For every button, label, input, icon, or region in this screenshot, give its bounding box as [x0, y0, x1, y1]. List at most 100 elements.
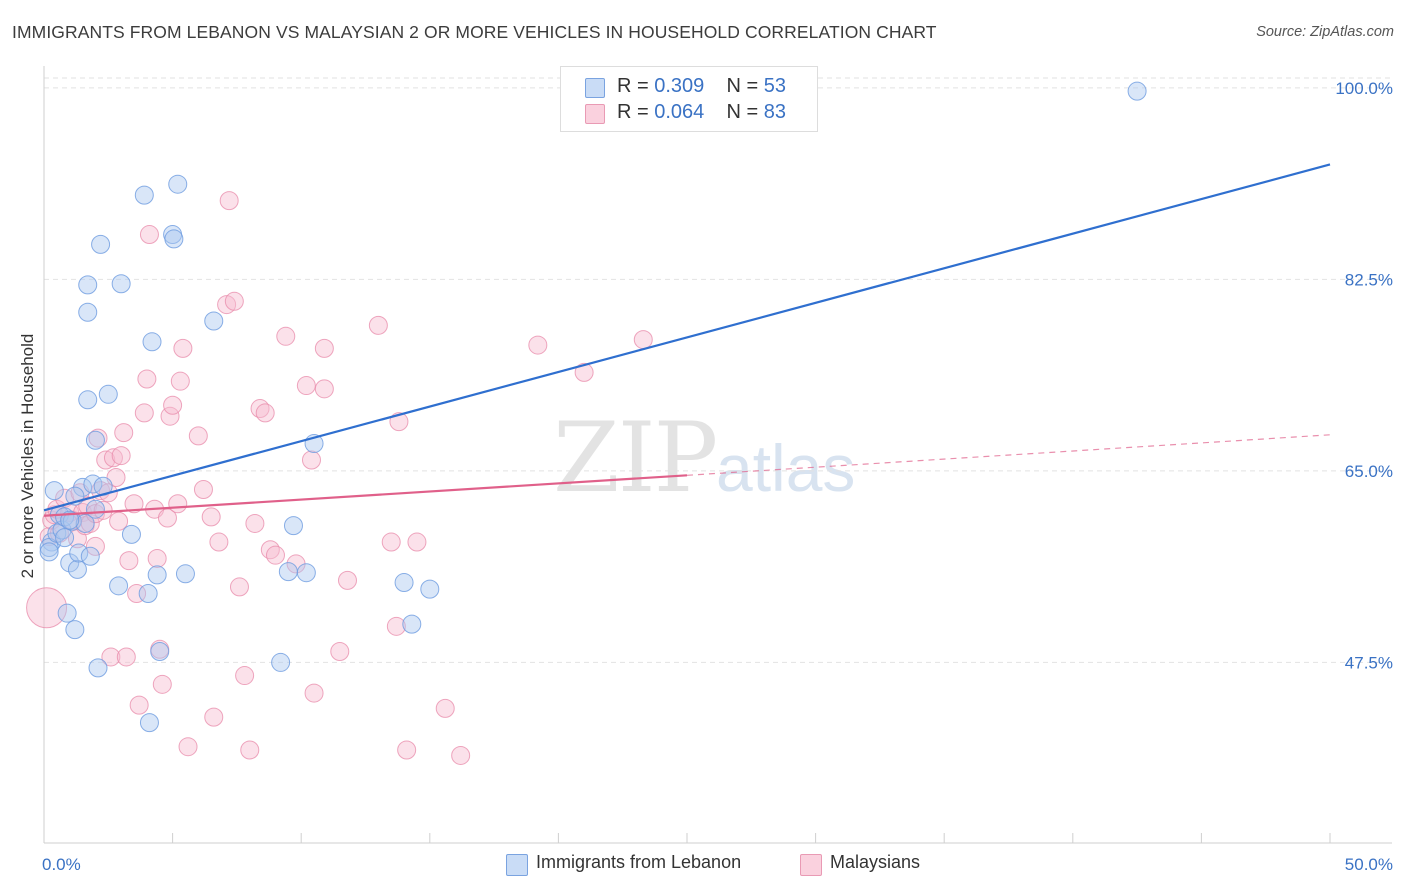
legend-label: Immigrants from Lebanon — [536, 852, 742, 872]
malaysians-point — [193, 480, 213, 500]
y-tick-label: 82.5% — [1345, 270, 1393, 289]
lebanon-point — [85, 499, 105, 519]
malaysians-point — [260, 540, 280, 560]
legend-swatch-blue — [506, 854, 528, 876]
malaysians-point — [201, 507, 221, 527]
lebanon-point — [420, 579, 440, 599]
lebanon-point — [91, 234, 111, 254]
lebanon-point — [44, 481, 64, 501]
malaysians-point — [204, 707, 224, 727]
lebanon-point — [271, 652, 291, 672]
legend-n-label: N = — [726, 75, 764, 97]
malaysians-point — [235, 666, 255, 686]
lebanon-point — [111, 274, 131, 294]
lebanon-point — [121, 524, 141, 544]
malaysians-trend-line — [43, 474, 688, 517]
lebanon-point — [394, 573, 414, 593]
malaysians-point — [160, 406, 180, 426]
chart-title: IMMIGRANTS FROM LEBANON VS MALAYSIAN 2 O… — [12, 22, 937, 42]
malaysians-point — [245, 513, 265, 533]
axes — [43, 66, 1392, 844]
lebanon-point — [150, 641, 170, 661]
correlation-legend: R = 0.309 N = 53 R = 0.064 N = 83 — [560, 66, 818, 132]
source-label: Source: ZipAtlas.com — [1256, 24, 1394, 40]
malaysians-point — [134, 403, 154, 423]
legend-n-label: N = — [726, 101, 764, 123]
malaysians-point — [109, 511, 129, 531]
malaysians-trend-extension — [686, 434, 1331, 476]
lebanon-point — [164, 229, 184, 249]
malaysians-point — [435, 698, 455, 718]
x-tick-label: 0.0% — [42, 855, 81, 874]
malaysians-point — [224, 291, 244, 311]
lebanon-point — [138, 583, 158, 603]
lebanon-point — [57, 603, 77, 623]
malaysians-point — [101, 647, 121, 667]
malaysians-point — [119, 551, 139, 571]
malaysians-point — [88, 428, 108, 448]
lebanon-point — [78, 275, 98, 295]
legend-r-label: R = — [617, 75, 655, 97]
malaysians-point — [386, 616, 406, 636]
malaysians-point — [137, 369, 157, 389]
legend-swatch-pink — [800, 854, 822, 876]
malaysians-point — [152, 674, 172, 694]
malaysians-point — [330, 641, 350, 661]
lebanon-point — [109, 576, 129, 596]
lebanon-point — [67, 559, 87, 579]
tick-labels: 47.5% 65.0% 82.5% 100.0% 0.0% 50.0% — [42, 79, 1393, 874]
lebanon-point — [65, 620, 85, 640]
malaysians-point — [173, 338, 193, 358]
legend-swatch-blue — [585, 78, 605, 98]
lebanon-point — [1127, 81, 1147, 101]
lebanon-point — [204, 311, 224, 331]
malaysians-point — [178, 737, 198, 757]
malaysians-point — [219, 191, 239, 211]
malaysians-points — [26, 191, 653, 765]
lebanon-point — [55, 528, 75, 548]
legend-label: Malaysians — [830, 852, 921, 872]
malaysians-point — [96, 450, 116, 470]
watermark-atlas: atlas — [716, 431, 856, 505]
legend-n-value: 83 — [763, 101, 787, 123]
lebanon-point — [78, 390, 98, 410]
malaysians-point — [368, 315, 388, 335]
malaysians-point — [296, 376, 316, 396]
gridlines — [44, 77, 1392, 663]
malaysians-point — [381, 532, 401, 552]
malaysians-point — [265, 545, 285, 565]
lebanon-point — [175, 564, 195, 584]
lebanon-trend-line — [43, 163, 1331, 512]
lebanon-point — [283, 516, 303, 536]
y-tick-label: 100.0% — [1335, 79, 1393, 98]
malaysians-point — [93, 500, 113, 520]
malaysians-point — [139, 225, 159, 245]
lebanon-point — [39, 542, 59, 562]
malaysians-point — [188, 426, 208, 446]
malaysians-point — [103, 448, 123, 468]
lebanon-point — [88, 658, 108, 678]
y-axis-label: 2 or more Vehicles in Household — [18, 333, 37, 579]
malaysians-point — [147, 548, 167, 568]
lebanon-point — [98, 384, 118, 404]
lebanon-point — [142, 332, 162, 352]
malaysians-point — [85, 536, 105, 556]
malaysians-point — [337, 570, 357, 590]
legend-swatch-pink — [585, 104, 605, 124]
malaysians-point — [633, 330, 653, 350]
lebanon-point — [80, 546, 100, 566]
legend-r-label: R = — [617, 101, 655, 123]
malaysians-point — [163, 395, 183, 415]
malaysians-point — [314, 338, 334, 358]
x-tick-label: 50.0% — [1345, 855, 1393, 874]
malaysians-point — [407, 532, 427, 552]
malaysians-point — [124, 494, 144, 514]
lebanon-point — [168, 174, 188, 194]
legend-r-value: 0.309 — [654, 75, 705, 97]
legend-r-value: 0.064 — [654, 101, 705, 123]
lebanon-point — [402, 614, 422, 634]
lebanon-point — [60, 510, 80, 530]
lebanon-point — [147, 565, 167, 585]
y-tick-label: 47.5% — [1345, 653, 1393, 672]
